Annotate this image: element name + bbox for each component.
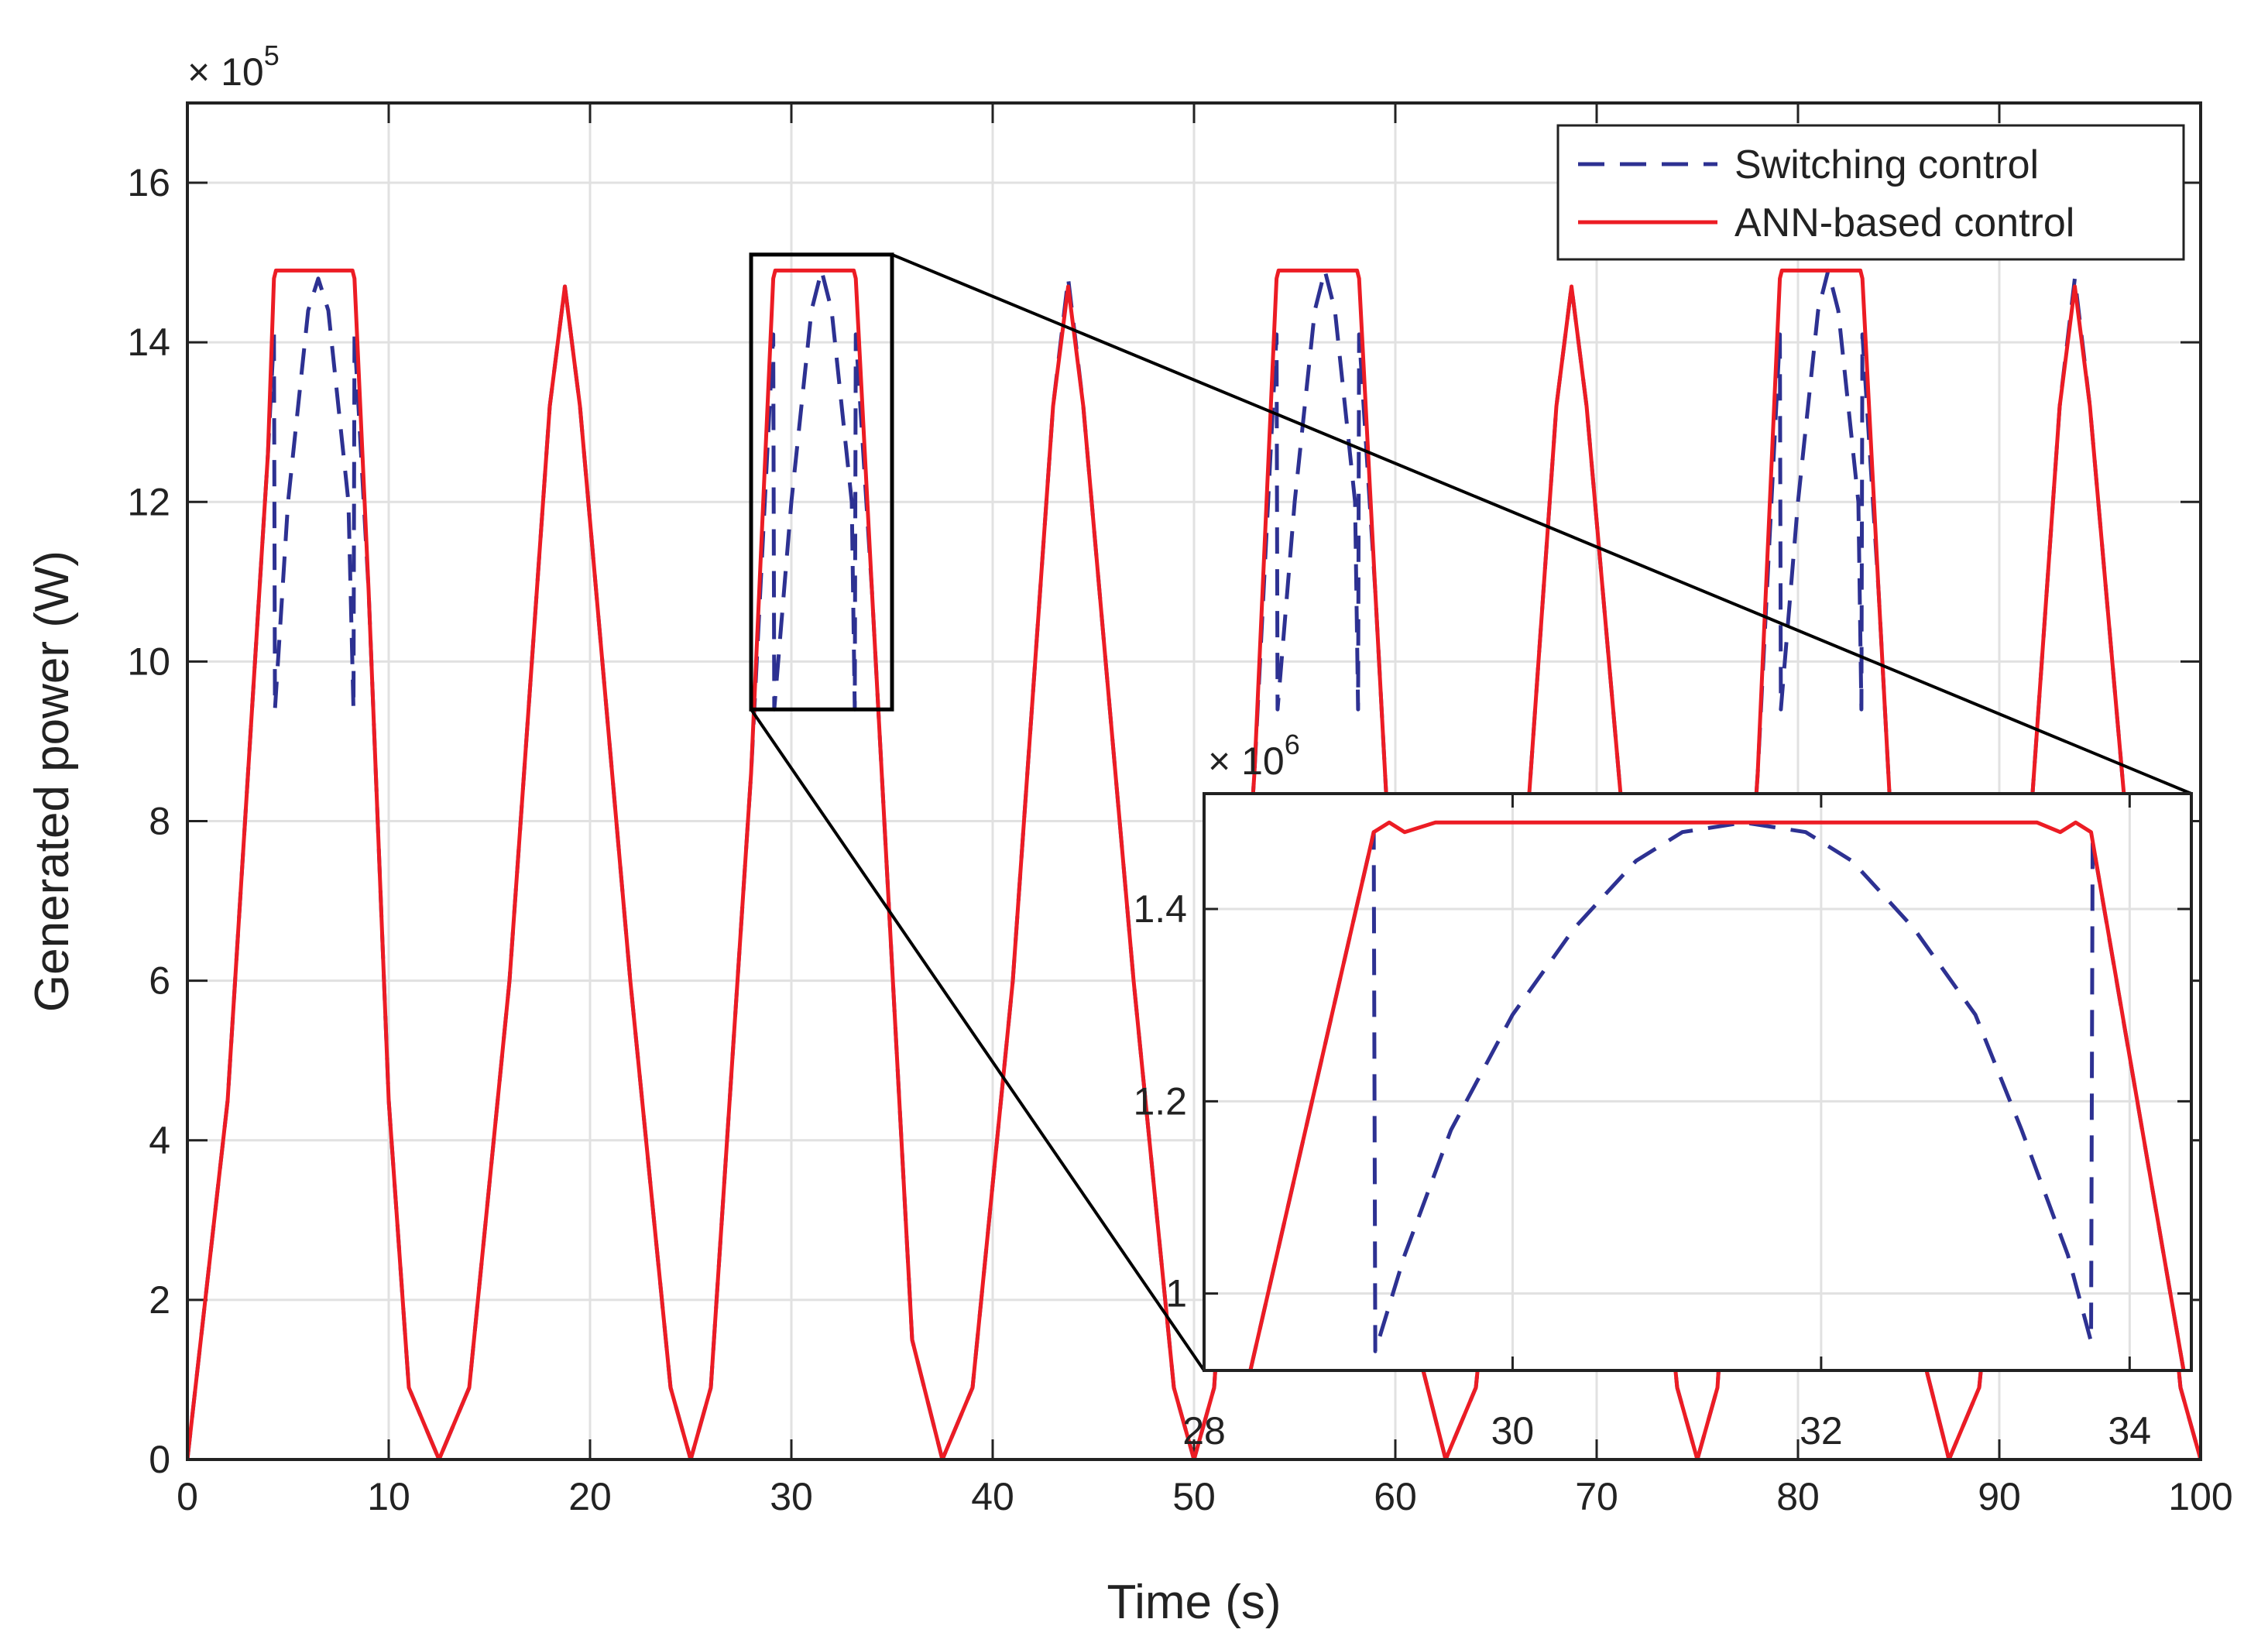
inset-grid — [1204, 794, 2191, 1370]
zoom-connector-top — [891, 252, 2192, 795]
zoom-box — [749, 252, 894, 712]
legend: Switching control ANN-based control — [1556, 124, 2185, 261]
main-y-tick-label: 4 — [149, 1119, 170, 1162]
main-x-tick-label: 50 — [1172, 1475, 1216, 1518]
main-x-tick-label: 60 — [1374, 1475, 1417, 1518]
inset-y-multiplier-exponent: 6 — [1285, 729, 1300, 760]
legend-label-ann: ANN-based control — [1734, 201, 2074, 245]
main-y-tick-label: 14 — [127, 321, 170, 364]
main-x-tick-label: 20 — [568, 1475, 612, 1518]
inset-tick-labels: 28 30 32 34 1 1.2 1.4 — [1133, 887, 2151, 1453]
inset-x-tick-label: 32 — [1800, 1409, 1843, 1453]
main-y-tick-label: 0 — [149, 1438, 170, 1481]
inset-series-ann-based-control — [1248, 820, 2186, 1370]
main-x-tick-label: 80 — [1776, 1475, 1820, 1518]
legend-label-switching: Switching control — [1734, 142, 2039, 187]
x-axis-label: Time (s) — [1107, 1576, 1282, 1629]
inset-plot-area — [1204, 794, 2191, 1370]
main-x-tick-label: 10 — [367, 1475, 410, 1518]
inset-series-switching-control — [1248, 820, 2186, 1370]
main-x-tick-label: 40 — [971, 1475, 1014, 1518]
main-y-tick-label: 16 — [127, 161, 170, 204]
main-x-tick-label: 90 — [1978, 1475, 2021, 1518]
main-x-tick-label: 0 — [177, 1475, 198, 1518]
main-y-tick-label: 10 — [127, 640, 170, 683]
main-axes-box — [186, 101, 2202, 1461]
main-x-tick-label: 30 — [770, 1475, 813, 1518]
legend-box — [1556, 124, 2185, 261]
inset-axes-box — [1203, 792, 2193, 1372]
inset-y-tick-label: 1 — [1165, 1272, 1187, 1315]
y-axis-label: Generated power (W) — [26, 551, 79, 1012]
inset-x-tick-label: 28 — [1182, 1409, 1226, 1453]
main-x-tick-label: 100 — [2168, 1475, 2232, 1518]
zoom-connector-bottom — [750, 708, 1206, 1372]
inset-y-multiplier: × 106 — [1208, 729, 1300, 783]
main-series-ann-based-control — [187, 268, 2201, 1459]
inset-y-tick-label: 1.4 — [1133, 887, 1187, 931]
zoom-indicator — [749, 252, 2192, 1372]
main-y-multiplier-base: × 10 — [187, 50, 264, 94]
inset-series-group — [1248, 820, 2186, 1370]
main-y-tick-label: 6 — [149, 959, 170, 1003]
inset-x-tick-label: 34 — [2108, 1409, 2152, 1453]
main-series-group — [187, 268, 2201, 1459]
inset-plot: 28 30 32 34 1 1.2 1.4 × 106 — [1133, 729, 2193, 1453]
main-y-tick-label: 12 — [127, 480, 170, 523]
inset-x-tick-label: 30 — [1491, 1409, 1535, 1453]
inset-y-multiplier-base: × 10 — [1208, 739, 1285, 783]
main-y-tick-label: 8 — [149, 800, 170, 843]
main-y-tick-label: 2 — [149, 1278, 170, 1322]
inset-y-tick-label: 1.2 — [1133, 1079, 1187, 1123]
main-x-tick-label: 70 — [1575, 1475, 1618, 1518]
main-y-multiplier: × 105 — [187, 39, 280, 94]
main-y-multiplier-exponent: 5 — [264, 39, 280, 71]
